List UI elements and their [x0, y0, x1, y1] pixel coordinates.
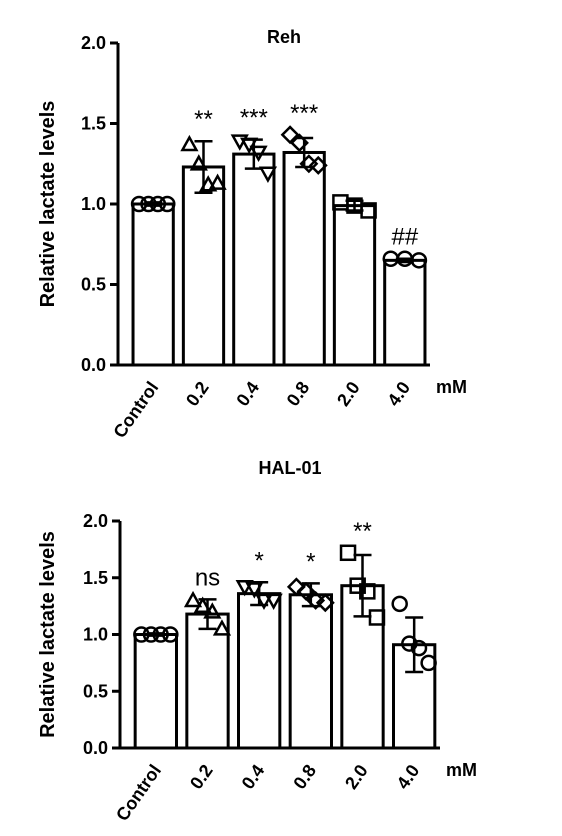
significance-label: *	[254, 547, 263, 574]
significance-label: ***	[290, 100, 318, 127]
data-point	[286, 577, 306, 597]
x-tick-label: 0.2	[186, 761, 217, 793]
x-tick-label: 2.0	[333, 378, 364, 410]
chart-title: HAL-01	[258, 458, 321, 478]
data-point	[199, 175, 218, 192]
bar	[131, 202, 175, 367]
data-point	[339, 544, 357, 562]
data-point	[249, 145, 268, 163]
x-tick-label: Control	[109, 378, 162, 442]
x-tick-label: Control	[112, 761, 165, 825]
y-tick-label: 1.5	[83, 568, 108, 588]
x-tick-label: 4.0	[393, 761, 424, 793]
data-point	[359, 583, 376, 600]
data-point	[315, 593, 335, 613]
y-axis-label: Relative lactate levels	[37, 531, 59, 738]
bar	[181, 165, 226, 367]
data-point	[368, 609, 386, 626]
data-point	[130, 195, 148, 213]
data-point	[296, 581, 316, 601]
x-unit-label: mM	[436, 377, 467, 397]
bar	[282, 150, 326, 367]
significance-label: ***	[240, 105, 268, 132]
x-unit-label: mM	[446, 760, 477, 780]
bar	[232, 152, 276, 367]
data-point	[133, 626, 150, 643]
data-point	[189, 154, 208, 171]
data-point	[159, 195, 176, 213]
significance-label: ns	[195, 564, 220, 591]
data-point	[203, 602, 222, 619]
x-tick-label: 0.4	[232, 378, 263, 410]
data-point	[212, 619, 232, 636]
x-tick-label: 0.2	[182, 378, 213, 410]
y-tick-label: 1.5	[81, 114, 106, 134]
data-point	[142, 626, 160, 643]
data-point	[410, 252, 428, 269]
bar	[332, 204, 377, 367]
significance-label: **	[194, 106, 213, 133]
significance-label: *	[306, 548, 315, 575]
data-point	[280, 125, 300, 145]
y-tick-label: 0.0	[83, 738, 108, 758]
bar	[133, 633, 179, 750]
y-tick-label: 0.5	[83, 681, 108, 701]
significance-label: **	[353, 518, 372, 545]
data-point	[401, 635, 418, 652]
y-tick-label: 0.5	[81, 275, 106, 295]
bar	[288, 593, 333, 750]
chart-title: Reh	[267, 27, 301, 47]
data-point	[240, 137, 259, 155]
data-point	[208, 173, 227, 190]
y-tick-label: 1.0	[83, 625, 108, 645]
data-point	[193, 596, 212, 613]
data-point	[140, 195, 157, 213]
data-point	[410, 639, 428, 657]
data-point	[349, 577, 366, 594]
data-point	[152, 626, 169, 643]
error-bar	[353, 553, 372, 618]
data-point	[245, 582, 264, 599]
bar	[237, 592, 282, 750]
data-point	[360, 202, 377, 219]
data-point	[180, 134, 199, 152]
x-tick-label: 0.8	[283, 378, 314, 410]
bar	[185, 612, 230, 750]
y-tick-label: 2.0	[83, 511, 108, 531]
data-point	[308, 155, 328, 175]
bar	[383, 258, 427, 367]
data-point	[264, 593, 283, 611]
data-point	[290, 133, 309, 153]
y-tick-label: 1.0	[81, 194, 106, 214]
x-tick-label: 4.0	[383, 378, 414, 410]
data-point	[420, 654, 437, 672]
y-tick-label: 2.0	[81, 33, 106, 53]
x-tick-label: 0.8	[289, 761, 320, 793]
x-tick-label: 2.0	[341, 761, 372, 793]
data-point	[258, 166, 278, 183]
significance-label: ##	[391, 224, 418, 251]
data-point	[254, 593, 274, 611]
error-bar	[146, 632, 165, 637]
error-bar	[144, 201, 163, 207]
data-point	[149, 195, 167, 213]
y-tick-label: 0.0	[81, 355, 106, 375]
data-point	[391, 595, 408, 613]
x-tick-label: 0.4	[238, 761, 269, 793]
data-point	[162, 626, 179, 643]
y-axis-label: Relative lactate levels	[37, 101, 59, 308]
data-point	[183, 590, 203, 608]
